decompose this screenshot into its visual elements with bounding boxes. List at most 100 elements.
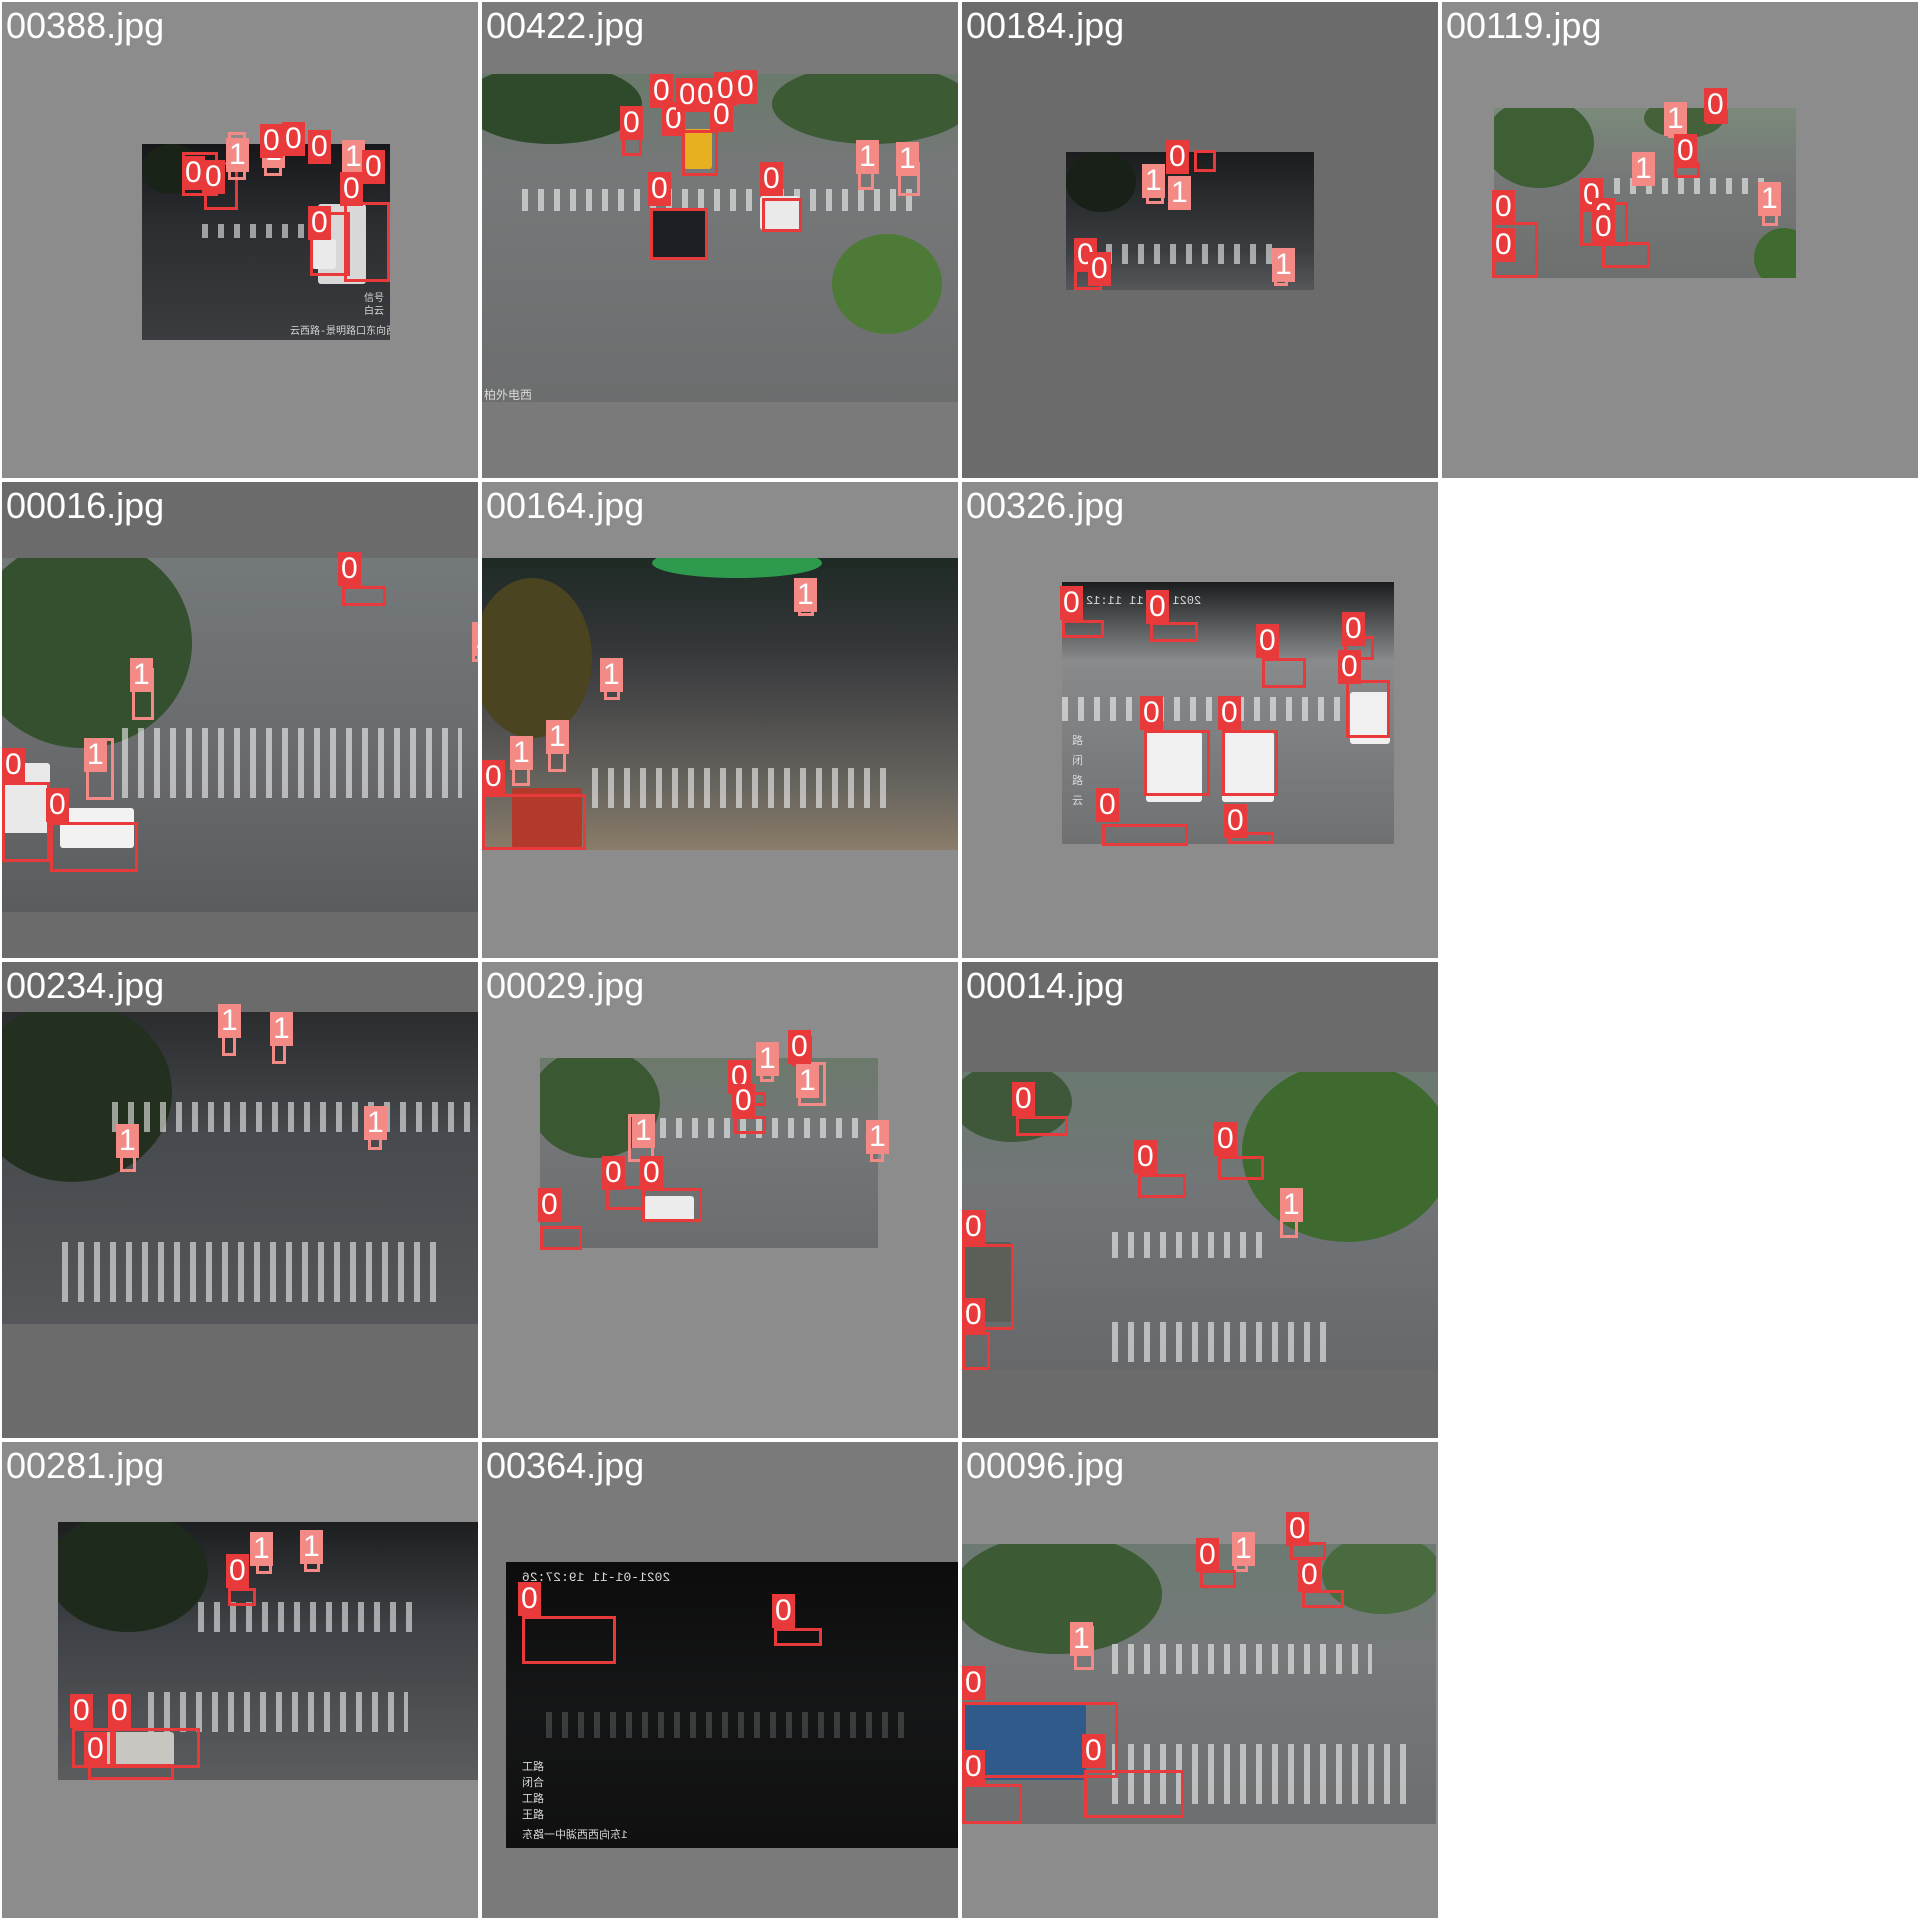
mosaic-tile-00014: 00014.jpg 0 0 0 1 0 0 <box>962 962 1438 1438</box>
mosaic-tile-00422: 00422.jpg 柏外电西 0 0 0 0 0 0 0 0 0 1 0 1 <box>482 2 958 478</box>
bbox-label: 0 <box>338 552 361 586</box>
bbox-label: 0 <box>108 1694 131 1728</box>
bbox-car <box>762 198 802 232</box>
bbox-label: 0 <box>1298 1558 1321 1592</box>
mosaic-tile-00364: 00364.jpg 2021-01-11 19:27:26 工路 闭合 工路 王… <box>482 1442 958 1918</box>
bbox-truck <box>522 1616 616 1664</box>
tile-filename: 00388.jpg <box>6 5 165 46</box>
mosaic-tile-00326: 00326.jpg 2021 08 11 11:12 路 闭 路 云 0 0 0… <box>962 482 1438 958</box>
tile-filename: 00164.jpg <box>486 485 645 526</box>
tile-filename: 00119.jpg <box>1446 5 1602 46</box>
mosaic-tile-00184: 00184.jpg 0 1 1 0 0 1 <box>962 2 1438 478</box>
bbox-label: 0 <box>710 98 733 132</box>
bbox-label: 1 <box>794 578 817 612</box>
bbox-label: 0 <box>1492 190 1515 224</box>
bbox-label: 0 <box>788 1030 811 1064</box>
bbox-label: 1 <box>472 622 478 656</box>
bbox-car <box>1200 1570 1236 1588</box>
bbox-label: 0 <box>962 1750 985 1784</box>
camera-image <box>1494 108 1796 278</box>
bbox-label: 1 <box>226 138 249 172</box>
bbox-car <box>1302 1590 1344 1608</box>
bbox-label: 1 <box>1070 1622 1093 1656</box>
bbox-label: 0 <box>1196 1538 1219 1572</box>
bbox-truck <box>2 782 50 862</box>
osd-caption: 柏外电西 <box>484 389 533 402</box>
bbox-label: 1 <box>84 738 107 772</box>
bbox-label: 0 <box>602 1156 625 1190</box>
bbox-label: 1 <box>130 658 153 692</box>
bbox-label: 0 <box>46 788 69 822</box>
bbox-label: 0 <box>1286 1512 1309 1546</box>
bbox-label: 0 <box>1146 590 1169 624</box>
mosaic-tile-00119: 00119.jpg 1 0 0 1 0 0 0 0 0 1 <box>1442 2 1918 478</box>
bbox-label: 1 <box>632 1114 655 1148</box>
camera-image <box>962 1544 1436 1824</box>
bbox-label: 0 <box>760 162 783 196</box>
mosaic-tile-00281: 00281.jpg 1 1 0 0 0 0 <box>2 1442 478 1918</box>
bbox-label: 1 <box>1168 176 1191 210</box>
bbox-label: 1 <box>300 1530 323 1564</box>
bbox-car <box>962 1784 1022 1824</box>
bbox-car <box>540 1226 582 1250</box>
bbox-label: 1 <box>342 140 365 174</box>
bbox-label: 0 <box>1134 1140 1157 1174</box>
mosaic-tile-00016: 00016.jpg 0 1 1 1 0 0 <box>2 482 478 958</box>
bbox-car <box>1218 1156 1264 1180</box>
bbox-car <box>482 794 586 850</box>
bbox-label: 0 <box>962 1666 985 1700</box>
bbox-label: 1 <box>510 736 533 770</box>
bbox-car <box>342 586 386 606</box>
tile-filename: 00014.jpg <box>966 965 1125 1006</box>
osd-side-4: 云 <box>1072 796 1083 808</box>
osd-side-1: 信号 <box>364 294 384 305</box>
bbox-car <box>1062 620 1104 638</box>
camera-image <box>482 558 958 850</box>
bbox-label: 1 <box>1758 182 1781 216</box>
bbox-label: 0 <box>308 130 331 164</box>
bbox-car <box>1228 832 1274 844</box>
camera-image: 2021-01-11 19:27:26 工路 闭合 工路 王路 1东向西西湖中一… <box>506 1562 958 1848</box>
bbox-label: 0 <box>650 74 673 108</box>
osd-side-1: 路 <box>1072 736 1083 748</box>
bbox-label: 1 <box>1632 152 1655 186</box>
mosaic-tile-00234: 00234.jpg 1 1 1 1 <box>2 962 478 1438</box>
camera-image: 柏外电西 <box>482 74 958 402</box>
bbox-car <box>1262 658 1306 688</box>
bbox-label: 0 <box>1492 228 1515 262</box>
bbox-label: 1 <box>856 140 879 174</box>
bbox-car <box>1138 1174 1186 1198</box>
bbox-label: 0 <box>518 1582 541 1616</box>
bbox-label: 1 <box>600 658 623 692</box>
bbox-label: 1 <box>116 1124 139 1158</box>
bbox-label: 0 <box>1218 696 1241 730</box>
bbox-label: 0 <box>1082 1734 1105 1768</box>
tile-filename: 00016.jpg <box>6 485 165 526</box>
mosaic-tile-00029: 00029.jpg 0 1 0 1 0 1 1 0 0 0 <box>482 962 958 1438</box>
bbox-label: 1 <box>1280 1188 1303 1222</box>
bbox-label: 0 <box>1224 804 1247 838</box>
bbox-label: 0 <box>734 70 757 104</box>
bbox-label: 0 <box>362 150 385 184</box>
bbox-truck <box>962 1702 1118 1778</box>
bbox-label: 0 <box>1060 586 1083 620</box>
bbox-label: 1 <box>218 1004 241 1038</box>
bbox-label: 0 <box>1140 696 1163 730</box>
camera-image <box>540 1058 878 1248</box>
bbox-label: 0 <box>202 160 225 194</box>
bbox-label: 1 <box>1272 248 1295 282</box>
bbox-label: 0 <box>962 1298 985 1332</box>
osd-side-2: 闭合 <box>522 1778 544 1790</box>
bbox-car <box>88 1764 174 1780</box>
bbox-car <box>228 1588 256 1606</box>
osd-caption: 云西路-景明路口东向西3 <box>290 327 390 338</box>
mosaic-tile-00096: 00096.jpg 1 0 0 0 1 0 0 0 <box>962 1442 1438 1918</box>
osd-timestamp: 2021-01-11 19:27:26 <box>522 1570 671 1585</box>
bbox-label: 0 <box>1338 650 1361 684</box>
bbox-label: 0 <box>1088 252 1111 286</box>
bbox-label: 1 <box>896 142 919 176</box>
bbox-label: 0 <box>1256 624 1279 658</box>
bbox-label: 0 <box>1096 788 1119 822</box>
bbox-label: 1 <box>866 1120 889 1154</box>
osd-timestamp: 2021 08 11 11:12 <box>1086 594 1202 608</box>
